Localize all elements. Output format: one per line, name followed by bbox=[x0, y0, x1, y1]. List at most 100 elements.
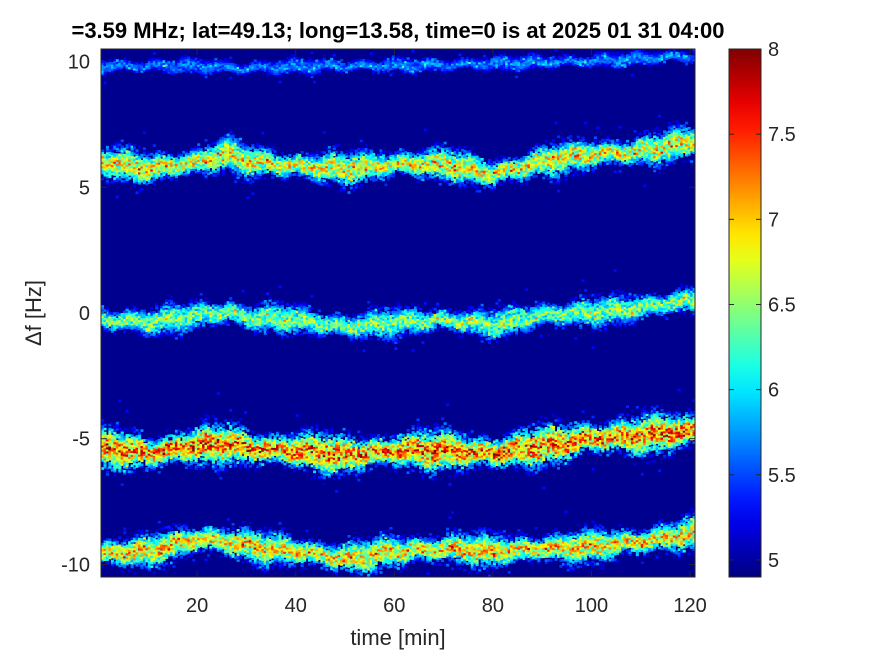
heatmap-cell bbox=[685, 539, 689, 542]
heatmap-cell bbox=[293, 550, 297, 554]
heatmap-cell bbox=[118, 554, 122, 558]
heatmap-cell bbox=[495, 542, 499, 545]
heatmap-cell bbox=[288, 538, 292, 542]
heatmap-cell bbox=[557, 543, 561, 547]
heatmap-cell bbox=[229, 547, 233, 551]
heatmap-cell bbox=[544, 555, 548, 558]
heatmap-cell bbox=[502, 562, 506, 565]
heatmap-cell bbox=[369, 547, 373, 550]
heatmap-cell bbox=[490, 536, 494, 539]
heatmap-cell bbox=[280, 549, 284, 553]
heatmap-cell bbox=[300, 540, 304, 543]
heatmap-cell bbox=[670, 533, 674, 537]
heatmap-cell bbox=[165, 544, 169, 547]
heatmap-cell bbox=[468, 549, 472, 552]
heatmap-cell bbox=[396, 547, 400, 550]
heatmap-cell bbox=[589, 550, 593, 554]
heatmap-cell bbox=[650, 532, 654, 536]
heatmap-cell bbox=[409, 545, 413, 548]
heatmap-cell bbox=[101, 443, 105, 446]
heatmap-cell bbox=[554, 532, 558, 535]
heatmap-cell bbox=[118, 556, 122, 560]
heatmap-cell bbox=[174, 561, 178, 564]
heatmap-cell bbox=[369, 563, 373, 566]
heatmap-cell bbox=[103, 542, 107, 545]
heatmap-cell bbox=[438, 541, 442, 544]
heatmap-cell bbox=[441, 543, 445, 546]
heatmap-cell bbox=[589, 554, 593, 558]
heatmap-cell bbox=[665, 530, 669, 533]
heatmap-cell bbox=[266, 550, 270, 553]
heatmap-cell bbox=[608, 554, 612, 558]
heatmap-cell bbox=[640, 537, 644, 540]
heatmap-cell bbox=[120, 443, 124, 446]
heatmap-cell bbox=[300, 548, 304, 551]
heatmap-cell bbox=[416, 548, 420, 552]
heatmap-cell bbox=[374, 562, 378, 565]
heatmap-cell bbox=[618, 538, 622, 541]
heatmap-cell bbox=[576, 551, 580, 555]
heatmap-cell bbox=[584, 564, 588, 567]
heatmap-cell bbox=[485, 560, 489, 564]
heatmap-cell bbox=[113, 547, 117, 550]
heatmap-cell bbox=[150, 561, 154, 564]
heatmap-cell bbox=[157, 544, 161, 548]
heatmap-cell bbox=[320, 558, 324, 562]
heatmap-cell bbox=[470, 541, 474, 545]
heatmap-cell bbox=[110, 553, 114, 557]
heatmap-cell bbox=[115, 446, 119, 449]
heatmap-cell bbox=[209, 531, 213, 535]
heatmap-cell bbox=[559, 533, 563, 536]
heatmap-cell bbox=[603, 547, 607, 551]
heatmap-cell bbox=[177, 545, 181, 548]
heatmap-cell bbox=[670, 531, 674, 535]
heatmap-cell bbox=[645, 540, 649, 543]
heatmap-cell bbox=[167, 564, 171, 567]
heatmap-cell bbox=[167, 547, 171, 551]
heatmap-cell bbox=[115, 546, 119, 550]
heatmap-cell bbox=[377, 544, 381, 548]
heatmap-cell bbox=[490, 548, 494, 551]
heatmap-cell bbox=[345, 544, 349, 548]
heatmap-cell bbox=[342, 543, 346, 547]
heatmap-cell bbox=[574, 551, 578, 555]
heatmap-cell bbox=[667, 542, 671, 545]
heatmap-cell bbox=[172, 551, 176, 554]
heatmap-cell bbox=[416, 546, 420, 550]
heatmap-cell bbox=[244, 550, 248, 554]
heatmap-cell bbox=[362, 549, 366, 553]
heatmap-cell bbox=[537, 555, 541, 559]
heatmap-cell bbox=[285, 553, 289, 556]
heatmap-cell bbox=[327, 556, 331, 559]
heatmap-cell bbox=[566, 562, 570, 566]
heatmap-cell bbox=[113, 463, 117, 467]
heatmap-cell bbox=[438, 563, 442, 567]
heatmap-cell bbox=[638, 541, 642, 545]
heatmap-cell bbox=[216, 533, 220, 536]
heatmap-cell bbox=[539, 553, 543, 557]
heatmap-cell bbox=[246, 552, 250, 555]
heatmap-cell bbox=[379, 545, 383, 548]
heatmap-cell bbox=[182, 548, 186, 552]
heatmap-cell bbox=[300, 556, 304, 560]
heatmap-cell bbox=[608, 540, 612, 544]
heatmap-cell bbox=[362, 551, 366, 555]
heatmap-cell bbox=[606, 552, 610, 556]
heatmap-cell bbox=[187, 545, 191, 548]
heatmap-cell bbox=[389, 559, 393, 562]
heatmap-cell bbox=[544, 535, 548, 538]
heatmap-cell bbox=[537, 547, 541, 551]
heatmap-cell bbox=[268, 557, 272, 560]
heatmap-cell bbox=[576, 543, 580, 547]
heatmap-cell bbox=[389, 541, 393, 544]
heatmap-cell bbox=[687, 526, 691, 530]
heatmap-cell bbox=[236, 551, 240, 554]
heatmap-cell bbox=[446, 553, 450, 557]
heatmap-cell bbox=[138, 564, 142, 567]
heatmap-cell bbox=[433, 546, 437, 550]
heatmap-cell bbox=[179, 539, 183, 543]
heatmap-cell bbox=[202, 533, 206, 537]
heatmap-cell bbox=[118, 441, 122, 445]
heatmap-cell bbox=[125, 544, 129, 548]
heatmap-cell bbox=[290, 565, 294, 568]
